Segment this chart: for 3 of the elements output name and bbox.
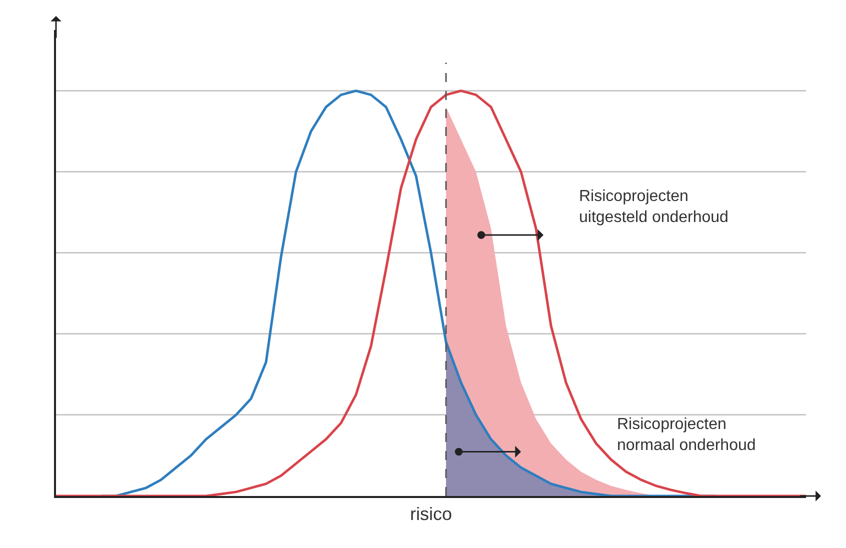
x-axis-title: risico — [410, 504, 452, 524]
annotation: Risicoprojecten uitgesteld onderhoud — [579, 188, 728, 226]
annotation: Risicoprojecten normaal onderhoud — [617, 416, 756, 454]
